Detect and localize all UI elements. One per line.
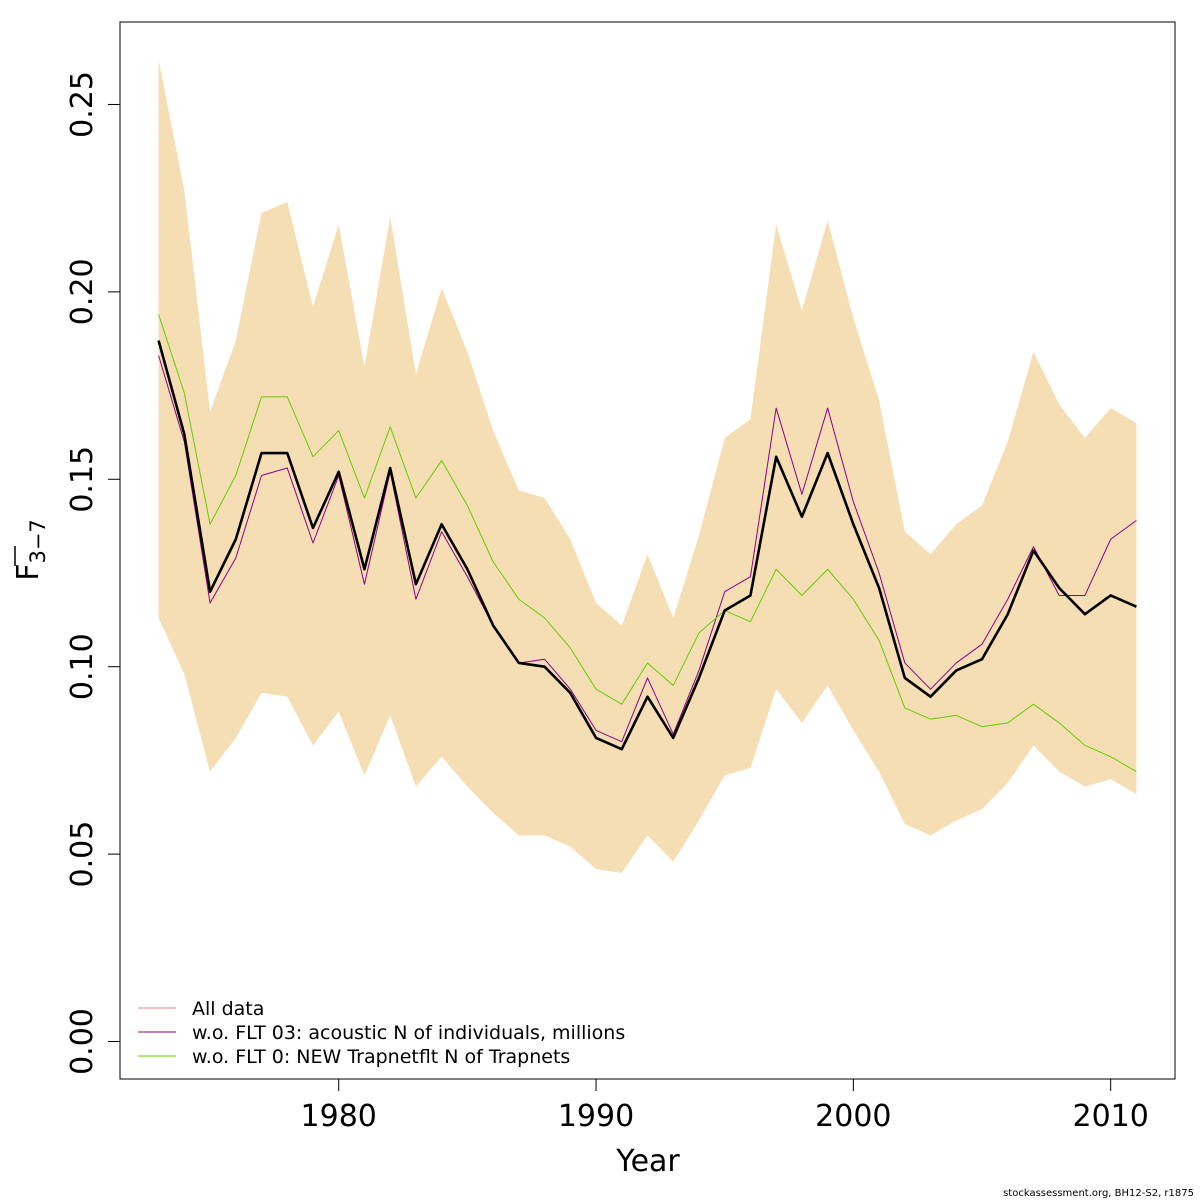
x-axis: 1980 1990 2000 2010 bbox=[301, 1078, 1149, 1134]
confidence-band-area bbox=[158, 59, 1137, 873]
legend-item-all-data: All data bbox=[138, 998, 264, 1020]
x-tick-label: 1980 bbox=[301, 1099, 377, 1134]
legend-label: w.o. FLT 03: acoustic N of individuals, … bbox=[192, 1022, 625, 1044]
svg-text:F3−7: F3−7 bbox=[11, 519, 50, 581]
x-tick-label: 1990 bbox=[558, 1099, 634, 1134]
legend-label: All data bbox=[192, 998, 264, 1020]
legend-label: w.o. FLT 0: NEW Trapnetflt N of Trapnets bbox=[192, 1046, 570, 1068]
y-tick-label: 0.10 bbox=[65, 633, 100, 700]
series-lines bbox=[157, 314, 1137, 773]
x-tick-label: 2000 bbox=[815, 1099, 891, 1134]
y-axis: 0.00 0.05 0.10 0.15 0.20 0.25 bbox=[65, 71, 121, 1075]
y-axis-title: F3−7 bbox=[11, 519, 50, 581]
y-tick-label: 0.25 bbox=[65, 71, 100, 138]
series-flt0-line bbox=[158, 314, 1137, 773]
x-tick-label: 2010 bbox=[1072, 1099, 1148, 1134]
y-axis-title-main: F bbox=[11, 564, 46, 581]
y-axis-title-sub: 3−7 bbox=[26, 519, 50, 563]
series-flt03-line bbox=[158, 355, 1137, 743]
series-all-data-line bbox=[157, 340, 1137, 751]
footer-source: stockassessment.org, BH12-S2, r1875 bbox=[1003, 1188, 1194, 1199]
legend-item-flt03: w.o. FLT 03: acoustic N of individuals, … bbox=[138, 1022, 625, 1044]
y-tick-label: 0.00 bbox=[65, 1008, 100, 1075]
y-tick-label: 0.20 bbox=[65, 258, 100, 325]
confidence-band bbox=[158, 59, 1137, 873]
y-tick-label: 0.05 bbox=[65, 821, 100, 888]
legend-item-flt0: w.o. FLT 0: NEW Trapnetflt N of Trapnets bbox=[138, 1046, 570, 1068]
y-tick-label: 0.15 bbox=[65, 446, 100, 513]
x-axis-title: Year bbox=[615, 1144, 680, 1179]
